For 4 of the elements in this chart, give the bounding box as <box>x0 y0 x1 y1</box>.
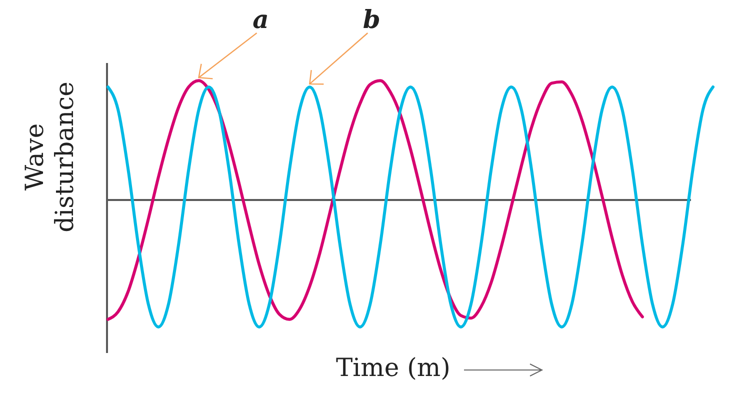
text: b <box>362 5 380 34</box>
text: a <box>252 5 269 34</box>
x-axis-title: Time (m) <box>336 353 450 382</box>
y-axis-title: Wave disturbance <box>20 82 79 232</box>
